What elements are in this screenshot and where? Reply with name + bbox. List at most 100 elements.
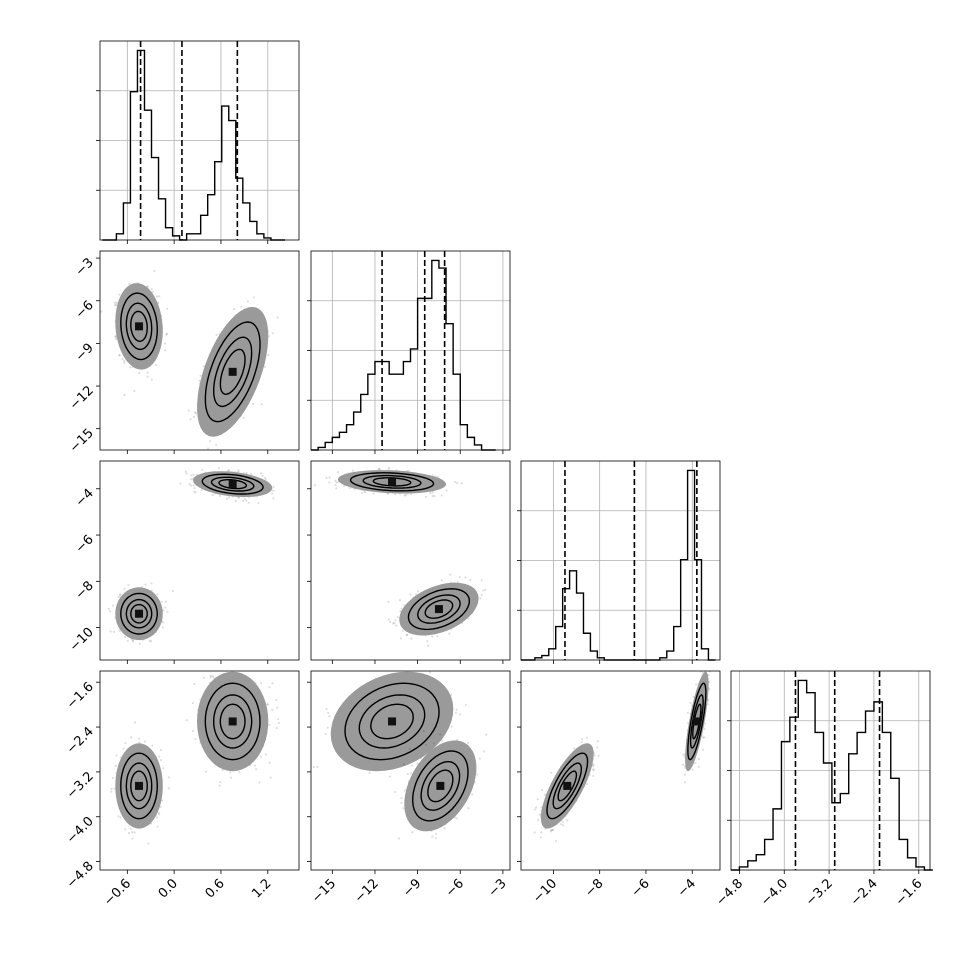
- sample-point: [429, 491, 432, 494]
- sample-point: [162, 621, 165, 624]
- sample-point: [166, 610, 169, 613]
- density-contour: [372, 477, 412, 487]
- sample-point: [431, 494, 434, 498]
- density-contour: [125, 302, 153, 351]
- sample-point: [156, 295, 159, 298]
- sample-point: [150, 640, 153, 643]
- density-contour: [349, 472, 435, 492]
- joint-panel-2-1: [310, 460, 511, 661]
- sample-point: [328, 481, 331, 484]
- sample-point: [107, 607, 111, 610]
- histogram-panel-2: [517, 460, 721, 661]
- density-contour: [362, 474, 422, 489]
- sample-point: [156, 593, 159, 596]
- panel-frame: [730, 670, 931, 871]
- density-peak: [228, 367, 237, 376]
- sample-point: [237, 469, 240, 472]
- sample-point: [436, 635, 439, 638]
- sample-point: [396, 616, 399, 619]
- sample-point: [118, 293, 121, 296]
- sample-point: [150, 378, 153, 381]
- joint-panel-2-0: [99, 460, 300, 661]
- sample-point: [271, 332, 275, 335]
- sample-point: [407, 469, 410, 473]
- sample-point: [190, 474, 193, 477]
- sample-point: [335, 481, 338, 484]
- density-contour: [212, 336, 253, 408]
- sample-point: [199, 374, 202, 377]
- density-peak: [135, 609, 144, 618]
- sample-point: [162, 609, 165, 612]
- sample-point: [217, 467, 220, 470]
- sample-point: [378, 467, 381, 471]
- sample-point: [114, 337, 118, 340]
- sample-point: [389, 620, 392, 624]
- sample-point: [192, 484, 195, 487]
- sample-point: [343, 484, 346, 488]
- histogram-panel-1: [307, 250, 511, 451]
- sample-point: [234, 500, 237, 503]
- sample-point: [144, 583, 147, 586]
- sample-point: [118, 629, 121, 632]
- sample-point: [387, 468, 390, 471]
- sample-point: [405, 633, 408, 636]
- sample-point: [114, 335, 117, 338]
- sample-point: [424, 495, 428, 498]
- sample-point: [215, 443, 218, 446]
- sample-point: [154, 363, 158, 367]
- sample-point: [328, 476, 331, 479]
- sample-point: [226, 469, 230, 472]
- sample-point: [392, 622, 395, 625]
- sample-point: [215, 333, 218, 336]
- sample-point: [179, 482, 182, 485]
- sample-point: [117, 596, 120, 599]
- sample-point: [128, 282, 131, 285]
- sample-point: [387, 466, 391, 469]
- sample-point: [118, 353, 121, 356]
- sample-point: [129, 366, 132, 369]
- sample-point: [194, 412, 197, 415]
- panel-content: [100, 269, 279, 454]
- sample-point: [449, 573, 452, 576]
- sample-point: [118, 594, 122, 597]
- sample-point: [187, 409, 190, 412]
- density-contour: [130, 603, 148, 624]
- sample-point: [313, 484, 317, 487]
- sample-point: [267, 353, 270, 356]
- sample-point: [334, 479, 337, 482]
- sample-point: [160, 600, 163, 603]
- joint-panel-1-0: [99, 250, 300, 454]
- sample-point: [166, 332, 169, 335]
- sample-point: [203, 450, 205, 452]
- histogram-steps: [731, 679, 933, 871]
- sample-point: [133, 389, 136, 393]
- sample-point: [464, 576, 467, 579]
- sample-point: [146, 285, 149, 288]
- sample-point: [114, 304, 117, 307]
- sample-point: [243, 497, 246, 500]
- density-contour: [219, 348, 246, 396]
- sample-point: [252, 402, 255, 405]
- sample-point: [440, 494, 443, 497]
- sample-point: [113, 301, 117, 304]
- sample-point: [336, 471, 340, 474]
- density-contour: [210, 476, 255, 492]
- panel-frame: [99, 250, 300, 451]
- sample-point: [260, 472, 263, 475]
- sample-point: [184, 470, 187, 473]
- sample-point: [404, 494, 407, 497]
- sample-point: [399, 637, 402, 640]
- sample-point: [118, 354, 121, 357]
- histogram-steps: [521, 469, 716, 661]
- sample-point: [263, 476, 267, 480]
- sample-point: [190, 452, 192, 454]
- sample-point: [406, 634, 409, 637]
- sample-point: [242, 416, 245, 419]
- sample-point: [192, 473, 195, 476]
- sample-point: [433, 494, 436, 498]
- sample-point: [458, 576, 461, 579]
- sample-point: [150, 582, 153, 585]
- sample-point: [240, 305, 243, 308]
- sample-point: [146, 371, 149, 374]
